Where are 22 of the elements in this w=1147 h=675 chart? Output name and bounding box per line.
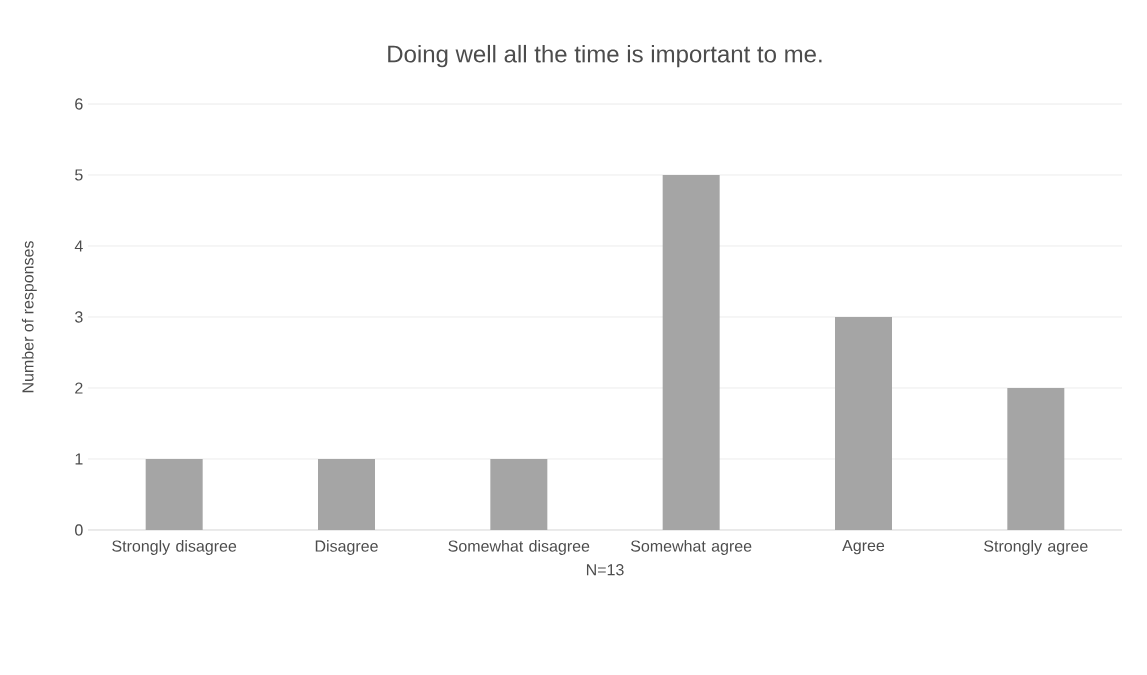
y-tick-label: 4 bbox=[74, 240, 83, 252]
chart-title: Doing well all the time is important to me. bbox=[388, 44, 822, 68]
y-tick-label: 2 bbox=[75, 382, 83, 394]
x-axis-title: N=13 bbox=[586, 564, 624, 576]
bar bbox=[662, 175, 720, 530]
x-tick-label: Agree bbox=[842, 540, 885, 555]
bar bbox=[1007, 387, 1065, 530]
y-tick-label: 3 bbox=[75, 311, 83, 323]
x-tick-label: Somewhat disagree bbox=[448, 540, 590, 555]
bar bbox=[318, 458, 376, 530]
y-axis-title: Number of responses bbox=[21, 241, 37, 393]
y-tick-label: 1 bbox=[75, 453, 83, 465]
x-tick-label: Disagree bbox=[315, 540, 378, 555]
bar bbox=[835, 316, 892, 530]
y-tick-label: 6 bbox=[75, 98, 83, 110]
x-tick-label: Somewhat agree bbox=[630, 540, 752, 555]
x-tick-label: Strongly disagree bbox=[112, 540, 237, 555]
y-tick-label: 0 bbox=[75, 524, 83, 536]
y-tick-label: 5 bbox=[75, 169, 83, 181]
bar bbox=[490, 458, 548, 530]
x-tick-label: Strongly agree bbox=[984, 540, 1088, 555]
bar bbox=[145, 458, 203, 530]
